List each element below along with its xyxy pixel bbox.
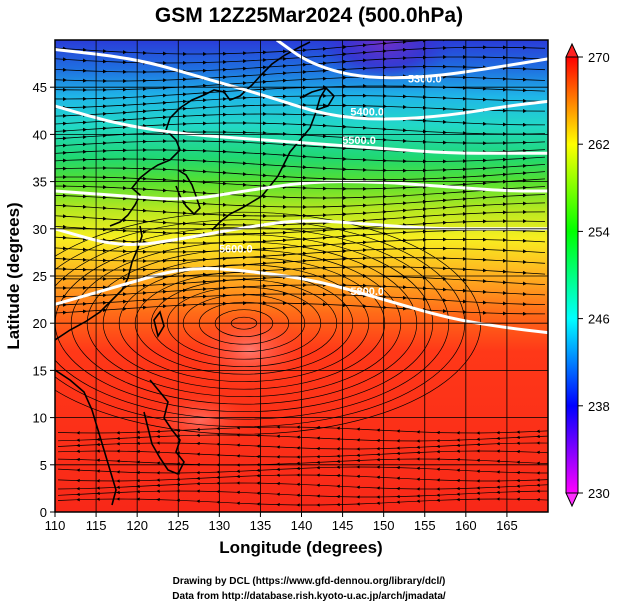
figure-title: GSM 12Z25Mar2024 (500.0hPa) (155, 4, 463, 27)
colorbar-scale (565, 56, 579, 494)
streamline-easterly (57, 473, 548, 483)
colorbar-tick-label: 246 (588, 312, 610, 327)
x-tick-label: 165 (496, 518, 518, 533)
coastline-taiwan (153, 310, 165, 339)
contour-label: 5400.0 (350, 107, 384, 119)
colorbar-bottom-arrow (565, 492, 579, 508)
y-tick-label: 5 (40, 458, 47, 473)
streamline-easterly (57, 441, 548, 451)
coastline-philippines (143, 379, 185, 476)
y-tick-label: 40 (33, 127, 47, 142)
x-tick-label: 145 (332, 518, 354, 533)
contour-line-5500 (55, 104, 548, 155)
contour-line-5400 (55, 47, 548, 121)
colorbar: 230 238 246 254 262 270 (565, 42, 610, 508)
contour-line-5700 (55, 180, 548, 201)
y-tick-label: 45 (33, 80, 47, 95)
y-tick-label: 20 (33, 316, 47, 331)
x-tick-label: 130 (208, 518, 230, 533)
streamline (55, 300, 546, 316)
y-tick-label: 30 (33, 222, 47, 237)
x-axis-ticks: 110 115 120 125 130 135 140 145 150 155 160 165 (45, 512, 518, 533)
streamline-easterly (57, 433, 548, 443)
x-tick-label: 110 (45, 518, 66, 533)
streamline-easterly (57, 465, 548, 475)
x-tick-label: 160 (455, 518, 477, 533)
contour-label: 5800.0 (350, 286, 384, 298)
colorbar-tick-label: 230 (588, 486, 610, 501)
x-tick-label: 155 (414, 518, 436, 533)
colorbar-tick-label: 238 (588, 399, 610, 414)
x-tick-label: 115 (86, 518, 107, 533)
y-axis-ticks: 0 5 10 15 20 25 30 35 40 45 (33, 80, 55, 520)
colorbar-tick-label: 254 (588, 224, 610, 239)
contour-label: 5600.0 (219, 243, 253, 255)
streamline-easterly (57, 457, 548, 467)
x-tick-label: 120 (126, 518, 148, 533)
warm-high-region (190, 310, 310, 390)
streamline-easterly (57, 425, 548, 435)
streamline-easterly (57, 481, 548, 491)
colorbar-top-arrow (565, 42, 579, 58)
streamline-easterly (57, 449, 548, 459)
y-tick-label: 0 (40, 505, 47, 520)
warm-region-south (145, 390, 255, 450)
lat-lon-grid (55, 40, 548, 512)
contour-line-5300 (275, 40, 548, 80)
credit-drawing: Drawing by DCL (https://www.gfd-dennou.o… (173, 576, 446, 587)
x-tick-label: 150 (373, 518, 395, 533)
y-tick-label: 15 (33, 363, 47, 378)
coastline-hokkaido (299, 87, 336, 111)
y-tick-label: 10 (33, 411, 47, 426)
colorbar-tick-label: 270 (588, 50, 610, 65)
contour-label: 5500.0 (342, 135, 376, 147)
y-tick-label: 25 (33, 269, 47, 284)
coastline-japan (211, 87, 327, 231)
coastline-indochina (55, 369, 117, 506)
credit-data: Data from http://database.rish.kyoto-u.a… (172, 591, 446, 602)
x-tick-label: 135 (250, 518, 272, 533)
x-axis-title: Longitude (degrees) (219, 538, 382, 557)
colorbar-ticks: 230 238 246 254 262 270 (578, 50, 610, 501)
y-tick-label: 35 (33, 175, 47, 190)
streamline-easterly (57, 489, 548, 499)
x-tick-label: 125 (167, 518, 189, 533)
streamline-easterly (57, 497, 548, 507)
x-tick-label: 140 (291, 518, 313, 533)
y-axis-title: Latitude (degrees) (4, 202, 23, 349)
colorbar-tick-label: 262 (588, 137, 610, 152)
